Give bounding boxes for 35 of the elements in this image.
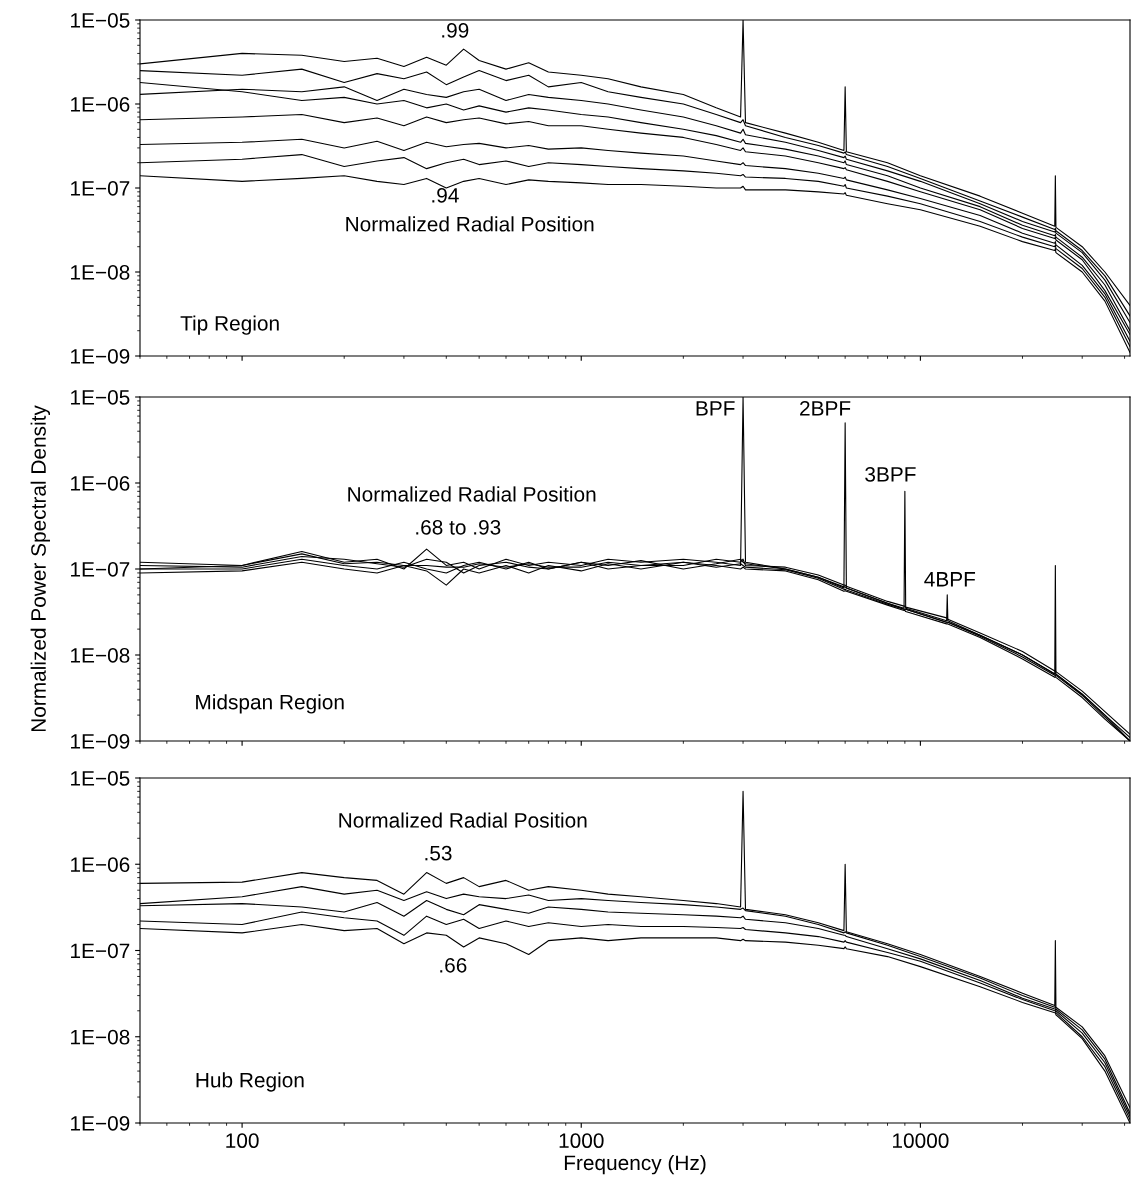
annotation: 2BPF: [800, 400, 851, 416]
y-tick-label: 1E−06: [71, 476, 130, 491]
y-tick-label: 1E−05: [71, 771, 130, 786]
annotation: .94: [432, 187, 459, 203]
y-tick-label: 1E−08: [71, 1029, 130, 1045]
annotation: Normalized Radial Position: [348, 486, 596, 502]
y-tick-label: 1E−07: [71, 943, 130, 959]
y-tick-label: 1E−05: [71, 390, 130, 405]
annotation: Normalized Radial Position: [346, 216, 594, 232]
annotation: .68 to .93: [416, 519, 501, 535]
annotation: .99: [442, 22, 469, 38]
y-axis-title: Normalized Power Spectral Density: [30, 405, 51, 732]
annotation: 4BPF: [924, 572, 976, 587]
annotation: Normalized Radial Position: [339, 812, 587, 828]
y-tick-label: 1E−08: [71, 265, 130, 280]
annotation: Midspan Region: [196, 694, 344, 714]
x-tick-label: 1000: [559, 1133, 604, 1149]
annotation: 3BPF: [865, 466, 916, 482]
y-tick-label: 1E−05: [71, 13, 130, 28]
y-tick-label: 1E−09: [71, 1116, 130, 1131]
y-tick-label: 1E−07: [71, 562, 130, 577]
x-axis-title: Frequency (Hz): [564, 1154, 706, 1175]
annotation: Tip Region: [180, 315, 279, 335]
annotation: Hub Region: [196, 1072, 304, 1092]
y-tick-label: 1E−09: [71, 349, 130, 364]
y-tick-label: 1E−06: [71, 857, 130, 872]
x-tick-label: 100: [226, 1133, 259, 1149]
y-tick-label: 1E−06: [71, 97, 130, 112]
y-tick-label: 1E−07: [71, 181, 130, 196]
annotation: .66: [440, 957, 467, 973]
x-tick-label: 10000: [893, 1133, 949, 1149]
y-tick-label: 1E−09: [71, 734, 130, 749]
annotation: BPF: [696, 401, 735, 416]
y-tick-label: 1E−08: [71, 648, 130, 663]
annotation: .53: [425, 845, 452, 861]
